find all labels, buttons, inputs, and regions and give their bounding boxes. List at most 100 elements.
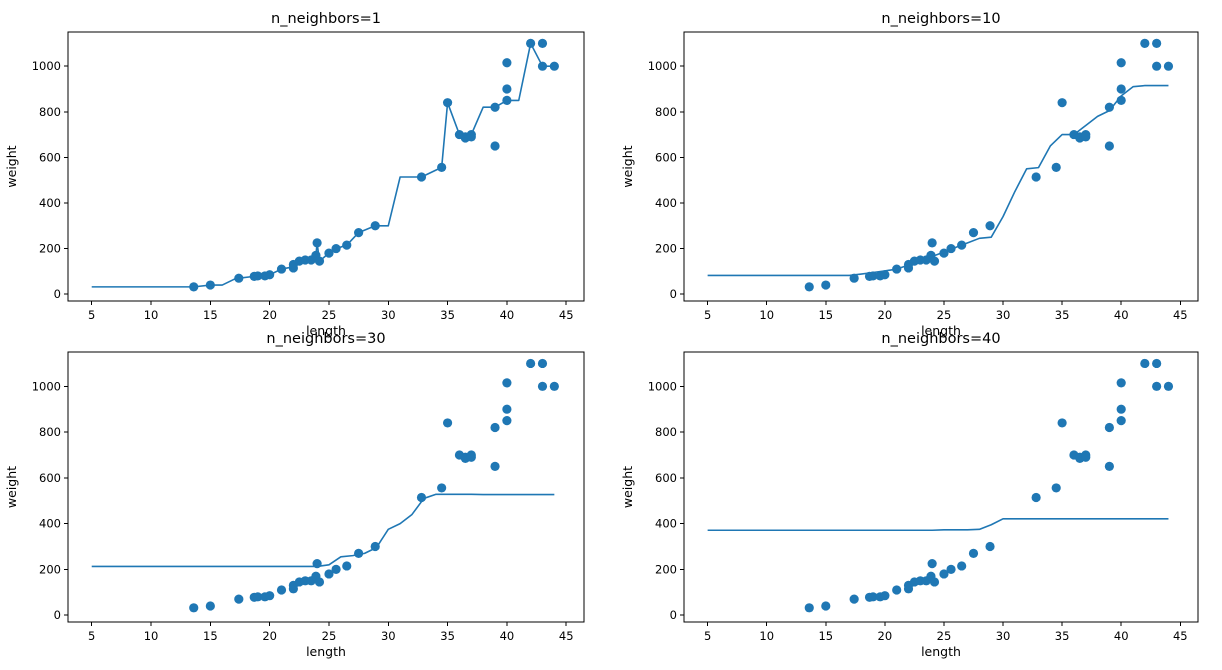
data-point <box>502 416 512 426</box>
subplot-title: n_neighbors=30 <box>266 331 385 347</box>
data-point <box>1140 358 1150 369</box>
x-tick-label: 10 <box>144 308 159 322</box>
x-axis-label: length <box>921 644 961 659</box>
scatter-series <box>189 358 559 613</box>
x-tick-label: 35 <box>440 629 455 643</box>
subplot-2: n_neighbors=10 5 10 15 20 25 30 35 40 45 0 200 400 60… <box>620 11 1199 338</box>
x-axis-label: length <box>306 323 346 338</box>
x-tick-label: 10 <box>759 629 774 643</box>
y-tick-label: 400 <box>655 196 677 210</box>
x-tick-label: 20 <box>878 629 893 643</box>
y-tick-label: 1000 <box>32 379 61 393</box>
x-tick-label: 40 <box>1114 308 1129 322</box>
x-tick-label: 45 <box>559 308 574 322</box>
data-point <box>502 84 512 94</box>
x-tick-label: 40 <box>1114 629 1129 643</box>
subplot-3: n_neighbors=30 5 10 15 20 25 30 35 40 45 0 200 400 60… <box>4 331 585 659</box>
data-point <box>821 601 831 611</box>
y-tick-label: 200 <box>39 242 61 256</box>
data-point <box>985 541 995 552</box>
data-point <box>314 577 325 587</box>
x-tick-label: 25 <box>937 308 952 322</box>
data-point <box>1081 132 1091 142</box>
x-tick-label: 15 <box>818 308 833 322</box>
data-point <box>1081 452 1091 462</box>
y-tick-label: 400 <box>39 196 61 210</box>
subplot-title: n_neighbors=10 <box>881 11 1000 27</box>
axes-frame <box>67 351 585 623</box>
y-tick-label: 1000 <box>32 59 61 73</box>
data-point <box>442 418 453 428</box>
data-point <box>1163 61 1174 71</box>
data-point <box>549 61 559 71</box>
data-point <box>526 358 536 369</box>
data-point <box>880 270 890 280</box>
data-point <box>804 282 814 292</box>
prediction-line <box>707 518 1169 532</box>
x-tick-label: 35 <box>440 308 455 322</box>
data-point <box>1104 141 1114 151</box>
x-tick-label: 45 <box>1173 308 1188 322</box>
data-point <box>868 592 878 602</box>
data-point <box>868 271 878 281</box>
data-point <box>1104 461 1114 472</box>
data-point <box>849 594 859 604</box>
x-tick-label: 5 <box>704 629 711 643</box>
data-point <box>821 280 831 290</box>
x-tick-label: 30 <box>996 629 1011 643</box>
data-point <box>466 452 476 462</box>
data-point <box>1116 404 1126 414</box>
data-point <box>1152 358 1162 369</box>
y-tick-label: 600 <box>655 150 677 164</box>
data-point <box>968 548 979 558</box>
data-point <box>537 38 548 48</box>
x-axis-label: length <box>921 323 961 338</box>
y-tick-label: 200 <box>655 242 677 256</box>
y-tick-label: 1000 <box>648 379 677 393</box>
data-point <box>1057 98 1067 108</box>
data-point <box>537 358 548 369</box>
data-point <box>490 422 500 433</box>
data-point <box>880 591 890 601</box>
x-tick-label: 45 <box>1173 629 1188 643</box>
axes-frame <box>67 31 585 302</box>
prediction-line <box>707 84 1169 277</box>
prediction-line <box>91 42 555 288</box>
data-point <box>437 483 447 493</box>
subplot-title: n_neighbors=1 <box>271 11 381 27</box>
data-point <box>929 577 940 587</box>
y-tick-label: 0 <box>670 608 677 622</box>
data-point <box>939 569 949 579</box>
x-tick-label: 15 <box>818 629 833 643</box>
data-point <box>502 58 512 68</box>
x-tick-label: 25 <box>322 629 337 643</box>
data-point <box>490 141 500 151</box>
data-point <box>205 601 215 611</box>
y-tick-label: 0 <box>54 608 61 622</box>
data-point <box>929 256 940 266</box>
x-tick-label: 20 <box>878 308 893 322</box>
x-tick-label: 25 <box>322 308 337 322</box>
data-point <box>324 569 334 579</box>
x-tick-label: 30 <box>381 629 396 643</box>
prediction-line <box>91 493 555 568</box>
y-tick-label: 200 <box>655 562 677 576</box>
y-tick-label: 0 <box>670 287 677 301</box>
axes-frame <box>683 31 1199 302</box>
x-tick-label: 5 <box>704 308 711 322</box>
data-point <box>946 564 956 574</box>
data-point <box>1051 162 1061 173</box>
x-tick-label: 5 <box>88 308 95 322</box>
data-point <box>189 603 199 613</box>
y-tick-label: 800 <box>39 425 61 439</box>
data-point <box>537 381 548 391</box>
x-tick-label: 35 <box>1055 308 1070 322</box>
y-tick-label: 600 <box>39 150 61 164</box>
data-point <box>985 221 995 231</box>
data-point <box>265 591 275 601</box>
data-point <box>1051 483 1061 493</box>
x-tick-label: 10 <box>144 629 159 643</box>
scatter-series <box>804 38 1174 292</box>
data-point <box>342 561 352 571</box>
